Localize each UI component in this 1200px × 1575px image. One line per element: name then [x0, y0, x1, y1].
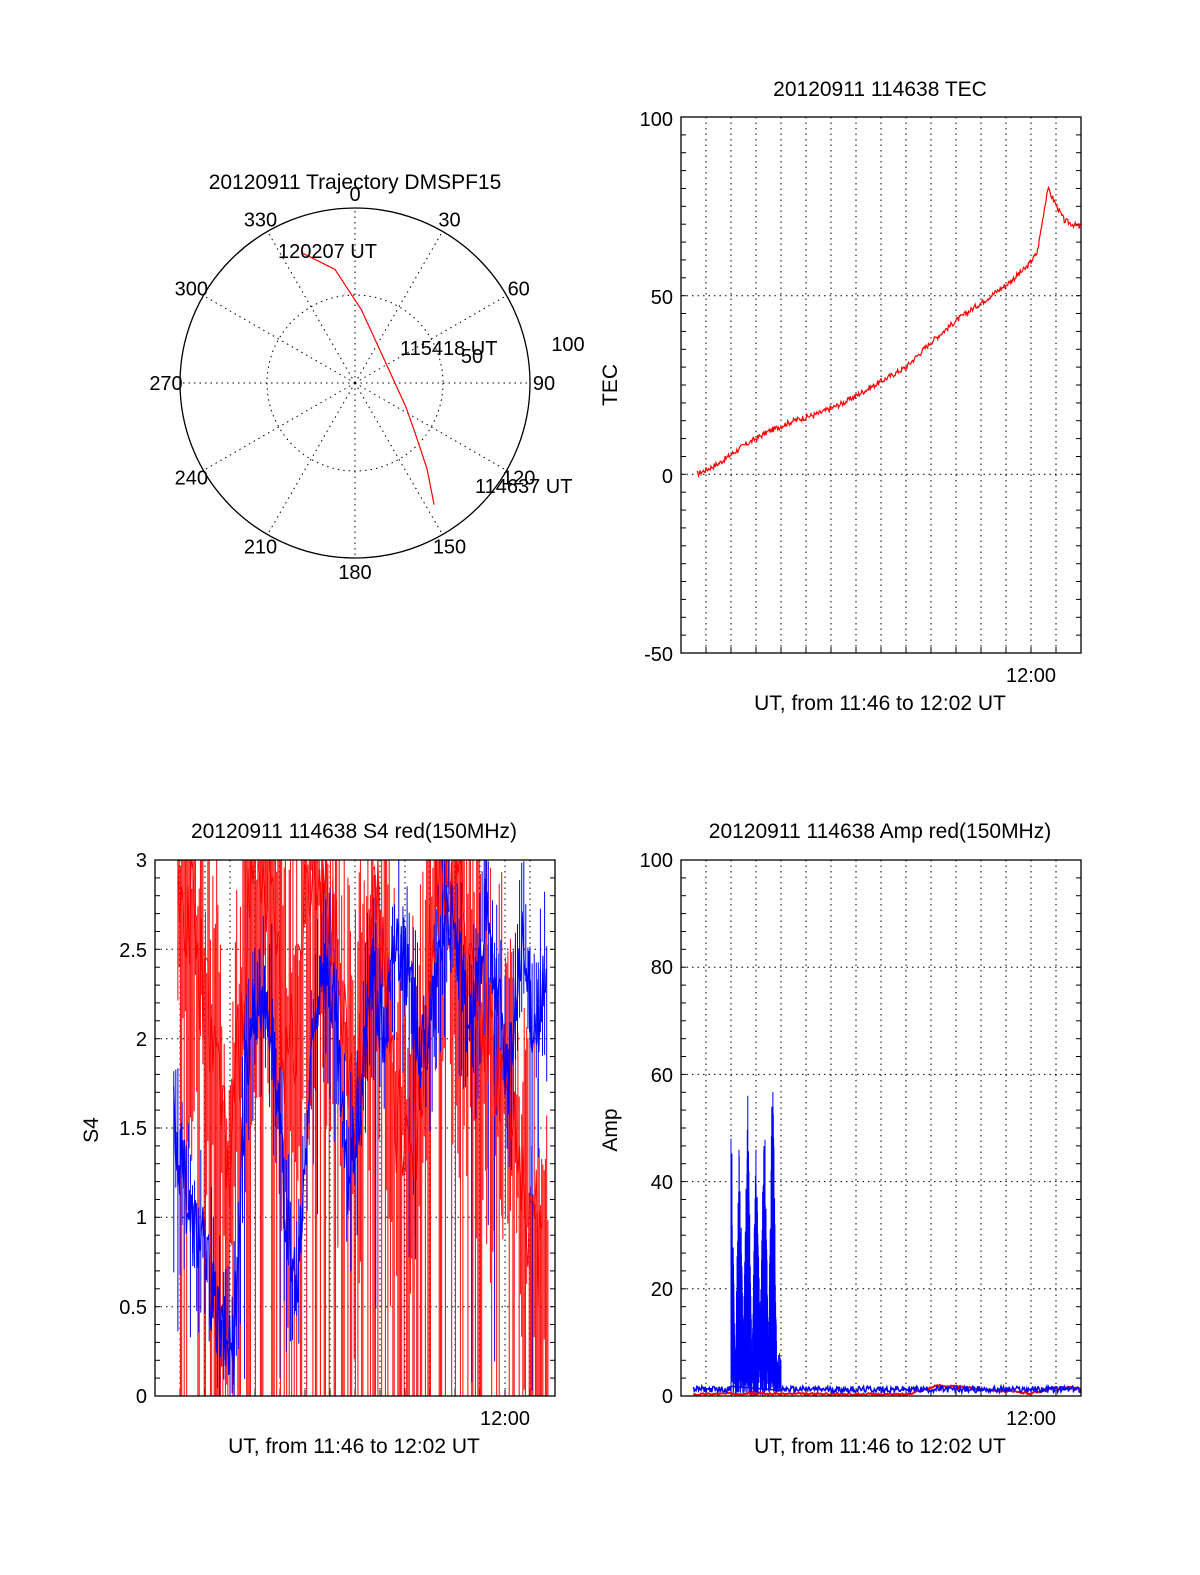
amp-xtick-1200: 12:00: [1006, 1408, 1056, 1430]
annotation-mid-time: 115418 UT: [400, 338, 497, 360]
amp-ytick-0: 0: [662, 1386, 673, 1408]
tec-ytick-100: 100: [640, 109, 673, 131]
polar-angle-label: 120: [502, 468, 535, 490]
polar-angle-label: 240: [175, 468, 208, 490]
polar-angle-label: 180: [338, 562, 371, 584]
s4-ytick-1-5: 1.5: [119, 1118, 147, 1140]
amp-title: 20120911 114638 Amp red(150MHz): [709, 820, 1051, 843]
tec-xtick-1200: 12:00: [1006, 665, 1056, 687]
polar-angle-label: 150: [433, 537, 466, 559]
tec-title: 20120911 114638 TEC: [773, 78, 987, 101]
s4-plot-frame: [154, 859, 556, 1397]
polar-spoke-line: [203, 382, 356, 471]
amp-ytick-40: 40: [651, 1172, 673, 1194]
tec-plot-frame: [680, 116, 1082, 654]
s4-blue-series-line: [173, 878, 547, 1386]
polar-angle-label: 210: [244, 537, 277, 559]
radial-label-50: 50: [461, 346, 483, 368]
polar-angle-label: 30: [438, 209, 460, 231]
s4-ytick-2-5: 2.5: [119, 940, 147, 962]
trajectory-panel: 20120911 Trajectory DMSPF15 0 30 60 90 120 15…: [149, 171, 584, 584]
polar-spoke-line: [203, 295, 356, 384]
tec-ylabel: TEC: [599, 364, 622, 406]
amp-blue-burst: [730, 1092, 782, 1396]
tec-ytick-neg50: -50: [644, 644, 673, 666]
tec-ytick-50: 50: [651, 287, 673, 309]
polar-angle-label: 60: [508, 279, 530, 301]
tec-ytick-0: 0: [662, 466, 673, 488]
polar-angle-label: 90: [533, 373, 555, 395]
polar-angle-labels: 0 30 60 90 120 150 180 210 240 270 300 330: [149, 184, 555, 584]
tec-xlabel: UT, from 11:46 to 12:02 UT: [754, 692, 1006, 715]
polar-angle-label: 330: [244, 209, 277, 231]
radial-label-100: 100: [551, 334, 584, 356]
s4-xlabel: UT, from 11:46 to 12:02 UT: [228, 1435, 480, 1458]
s4-ylabel: S4: [80, 1117, 103, 1143]
amp-panel: 20120911 114638 Amp red(150MHz) 100 80 6…: [599, 820, 1082, 1458]
tec-grid: [681, 117, 1081, 653]
s4-ytick-0-5: 0.5: [119, 1297, 147, 1319]
s4-ytick-1: 1: [136, 1207, 147, 1229]
tec-panel: 20120911 114638 TEC 100 50 0 -50 12:00 U…: [599, 78, 1082, 715]
polar-angle-label: 0: [349, 184, 360, 206]
annotation-start-time: 114637 UT: [475, 476, 572, 498]
amp-ylabel: Amp: [599, 1108, 622, 1151]
amp-ytick-20: 20: [651, 1279, 673, 1301]
s4-title: 20120911 114638 S4 red(150MHz): [191, 820, 517, 843]
amp-ytick-80: 80: [651, 957, 673, 979]
polar-angle-label: 300: [175, 279, 208, 301]
annotation-end-time: 120207 UT: [278, 241, 377, 263]
amp-minor-ticks: [681, 877, 1081, 1396]
s4-ytick-3: 3: [136, 850, 147, 872]
s4-ytick-2: 2: [136, 1029, 147, 1051]
polar-angle-label: 270: [149, 373, 182, 395]
amp-ytick-60: 60: [651, 1065, 673, 1087]
s4-panel: 20120911 114638 S4 red(150MHz) 3 2.5 2 1…: [80, 820, 556, 1458]
amp-ytick-100: 100: [640, 850, 673, 872]
s4-red-series-line: [177, 859, 542, 1308]
amp-xlabel: UT, from 11:46 to 12:02 UT: [754, 1435, 1006, 1458]
s4-xtick-1200: 12:00: [480, 1408, 530, 1430]
polar-outer-circle: [179, 207, 531, 559]
trajectory-line: [302, 252, 435, 505]
tec-series-line: [696, 185, 1082, 479]
polar-spoke-line: [267, 382, 356, 535]
polar-spoke-line: [354, 382, 443, 535]
amp-blue-series-line: [692, 1383, 1082, 1396]
amp-red-series-line: [692, 1383, 1082, 1397]
s4-ytick-0: 0: [136, 1386, 147, 1408]
trajectory-title: 20120911 Trajectory DMSPF15: [209, 171, 502, 194]
polar-spoke-line: [354, 382, 507, 471]
amp-plot-frame: [680, 859, 1082, 1397]
tec-minor-ticks: [681, 134, 1081, 653]
